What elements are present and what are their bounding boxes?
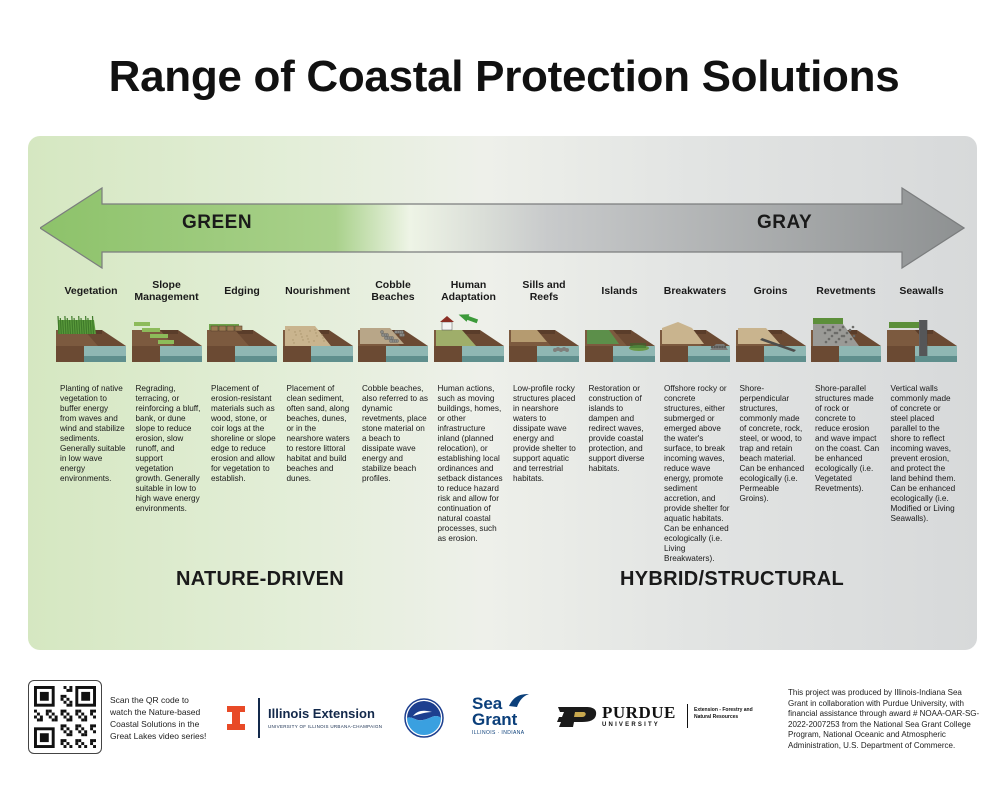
cobble-beach-icon bbox=[358, 328, 428, 362]
solution-description: Shore-parallel structures made of rock o… bbox=[815, 384, 880, 493]
solution-description: Offshore rocky or concrete structures, e… bbox=[664, 384, 730, 563]
solution-column: Human Adaptation Human actions, such as m… bbox=[432, 274, 506, 544]
solution-title: Groins bbox=[753, 285, 788, 297]
hybrid-structural-label: HYBRID/STRUCTURAL bbox=[620, 568, 844, 590]
green-label: GREEN bbox=[182, 212, 253, 233]
purdue-p-logo-icon bbox=[557, 707, 597, 727]
solution-description: Cobble beaches, also referred to as dyna… bbox=[362, 384, 428, 483]
solution-column: Seawalls Vertical walls commonly made of … bbox=[885, 274, 959, 524]
illinois-extension-name: Illinois Extension bbox=[268, 706, 375, 721]
page-title: Range of Coastal Protection Solutions bbox=[108, 52, 900, 101]
sand-nourishment-icon bbox=[282, 326, 353, 362]
purdue-divider bbox=[687, 704, 688, 728]
footer: Scan the QR code to watch the Nature-bas… bbox=[0, 680, 1008, 760]
sea-grant-subtitle: ILLINOIS · INDIANA bbox=[472, 730, 525, 736]
terraced-slope-icon bbox=[131, 322, 202, 362]
solution-column: Edging Placement of erosion-resistant mat… bbox=[205, 274, 279, 484]
illinois-extension-subtitle: UNIVERSITY OF ILLINOIS URBANA-CHAMPAIGN bbox=[268, 724, 383, 729]
green-gray-spectrum-arrow bbox=[40, 186, 965, 270]
sea-grant-wave-icon bbox=[509, 694, 529, 707]
noaa-logo-icon bbox=[404, 698, 444, 738]
solution-title: Slope Management bbox=[134, 279, 199, 303]
solution-description: Placement of erosion-resistant materials… bbox=[211, 384, 276, 483]
solution-description: Planting of native vegetation to buffer … bbox=[60, 384, 126, 483]
solution-title: Sills and Reefs bbox=[522, 279, 566, 303]
illinois-divider bbox=[258, 698, 260, 738]
breakwater-icon bbox=[660, 322, 730, 362]
solution-title: Cobble Beaches bbox=[371, 279, 415, 303]
solution-title: Edging bbox=[224, 285, 260, 297]
qr-caption: Scan the QR code to watch the Nature-bas… bbox=[110, 695, 207, 741]
solution-column: Breakwaters Offshore rocky or concrete st… bbox=[658, 274, 732, 564]
purdue-department: Extension - Forestry and Natural Resourc… bbox=[694, 707, 753, 720]
solution-description: Regrading, terracing, or reinforcing a b… bbox=[135, 384, 201, 513]
solution-column: Vegetation Planting of native vegetation … bbox=[54, 274, 128, 484]
vegetation-shore-icon bbox=[56, 315, 126, 362]
solution-column: Cobble Beaches Cobble beaches, also refer… bbox=[356, 274, 430, 484]
solution-title: Islands bbox=[601, 285, 638, 297]
sea-grant-line2: Grant bbox=[472, 710, 518, 729]
nature-driven-label: NATURE-DRIVEN bbox=[176, 568, 344, 590]
purdue-subtitle: UNIVERSITY bbox=[602, 722, 661, 728]
solution-title: Seawalls bbox=[899, 285, 944, 297]
solution-title: Breakwaters bbox=[663, 285, 727, 297]
solution-title: Nourishment bbox=[285, 285, 350, 297]
revetment-icon bbox=[811, 318, 881, 362]
solution-column: Nourishment Placement of clean sediment, … bbox=[281, 274, 355, 484]
groin-icon bbox=[735, 328, 806, 362]
solution-column: Slope Management Regrading, terracing, or… bbox=[130, 274, 204, 514]
sea-grant-name: Sea Grant bbox=[472, 694, 518, 729]
solution-description: Restoration or construction of islands t… bbox=[588, 384, 645, 473]
house-retreat-icon bbox=[433, 314, 504, 362]
solution-description: Shore-perpendicular structures, commonly… bbox=[739, 384, 805, 503]
solution-description: Human actions, such as moving buildings,… bbox=[437, 384, 503, 543]
solution-description: Low-profile rocky structures placed in n… bbox=[513, 384, 576, 483]
island-icon bbox=[584, 330, 655, 362]
solution-column: Groins Shore-perpendicular structures, co… bbox=[734, 274, 808, 504]
sea-grant-line1: Sea bbox=[472, 694, 503, 713]
solution-column: Islands Restoration or construction of is… bbox=[583, 274, 657, 474]
solution-title: Human Adaptation bbox=[441, 279, 496, 303]
solution-title: Vegetation bbox=[64, 285, 118, 297]
gray-label: GRAY bbox=[757, 212, 813, 233]
edging-shore-icon bbox=[207, 324, 277, 362]
illinois-i-logo-icon bbox=[227, 706, 245, 730]
sill-reef-icon bbox=[509, 330, 579, 362]
purdue-name: PURDUE bbox=[602, 703, 676, 722]
solution-description: Vertical walls commonly made of concrete… bbox=[890, 384, 956, 523]
solution-column: Revetments Shore-parallel structures made… bbox=[809, 274, 883, 494]
solution-title: Revetments bbox=[816, 285, 876, 297]
funding-credit: This project was produced by Illinois-In… bbox=[788, 688, 980, 750]
qr-code[interactable] bbox=[28, 680, 102, 754]
seawall-icon bbox=[886, 320, 957, 362]
solution-column: Sills and Reefs Low-profile rocky structu… bbox=[507, 274, 581, 484]
solution-description: Placement of clean sediment, often sand,… bbox=[286, 384, 350, 483]
qr-code-icon bbox=[34, 686, 96, 748]
